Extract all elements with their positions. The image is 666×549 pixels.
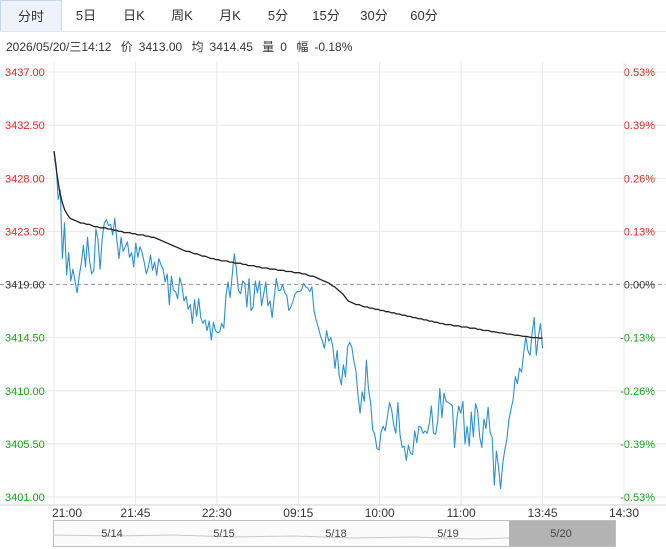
x-tick-label: 13:45 [528, 506, 558, 520]
info-avg-label: 均 [191, 40, 204, 54]
y-tick-label-right: 0.26% [624, 173, 655, 185]
price-series-line [53, 151, 544, 490]
navigator-sparkline [54, 534, 510, 540]
y-tick-label-right: -0.39% [620, 439, 655, 451]
tab-1[interactable]: 5日 [75, 8, 97, 23]
y-tick-label-right: 0.13% [624, 226, 655, 238]
navigator-date-label: 5/18 [325, 528, 347, 540]
y-tick-label-left: 3410.00 [5, 386, 45, 398]
info-price: 3413.00 [138, 40, 183, 54]
y-tick-label-left: 3437.00 [5, 67, 45, 79]
tab-6[interactable]: 15分 [312, 8, 340, 23]
info-volume-label: 量 [262, 40, 275, 54]
y-tick-label-right: 0.00% [624, 280, 655, 292]
y-tick-label-right: -0.53% [620, 492, 655, 504]
tab-5[interactable]: 5分 [267, 8, 289, 23]
navigator-date-label: 5/15 [213, 528, 235, 540]
y-tick-label-left: 3401.00 [5, 492, 45, 504]
time-navigator[interactable]: 5/14 5/15 5/18 5/19 5/20 [53, 520, 616, 547]
x-tick-label: 14:30 [609, 506, 639, 520]
navigator-date-label: 5/20 [550, 528, 572, 540]
tab-2[interactable]: 日K [123, 8, 145, 23]
x-tick-label: 09:15 [283, 506, 313, 520]
x-tick-label: 10:00 [365, 506, 395, 520]
avg-series-line [53, 151, 543, 339]
y-tick-label-right: -0.26% [620, 386, 655, 398]
y-tick-label-left: 3432.50 [5, 120, 45, 132]
tab-8[interactable]: 60分 [410, 8, 438, 23]
y-tick-label-left: 3405.50 [5, 439, 45, 451]
y-tick-label-right: -0.13% [620, 333, 655, 345]
navigator-date-label: 5/19 [437, 528, 459, 540]
tab-7[interactable]: 30分 [360, 8, 388, 23]
info-datetime: 2026/05/20/三14:12 [6, 40, 112, 54]
tab-0[interactable]: 分时 [0, 0, 62, 31]
y-tick-label-left: 3423.50 [5, 226, 45, 238]
y-tick-label-right: 0.39% [624, 120, 655, 132]
tab-3[interactable]: 周K [171, 8, 193, 23]
navigator-sparkline-path [54, 534, 510, 540]
y-tick-label-left: 3428.00 [5, 173, 45, 185]
x-tick-label: 22:30 [202, 506, 232, 520]
tab-4[interactable]: 月K [219, 8, 241, 23]
info-volume: 0 [280, 40, 287, 54]
navigator-date-label: 5/14 [101, 528, 123, 540]
period-tabs: 分时 5日 日K 周K 月K 5分 15分 30分 60分 [0, 0, 666, 32]
info-price-label: 价 [120, 40, 133, 54]
x-tick-label: 11:00 [447, 506, 476, 520]
info-avg: 3414.45 [209, 40, 253, 54]
y-tick-label-left: 3414.50 [5, 333, 45, 345]
intraday-chart[interactable]: 3437.00 0.53% 3432.50 0.39% 3428.00 0.26% 3423… [0, 0, 666, 520]
y-tick-label-right: 0.53% [624, 67, 655, 79]
x-tick-label: 21:45 [120, 506, 150, 520]
x-tick-label: 21:00 [52, 506, 82, 520]
y-tick-label-left: 3419.00 [5, 280, 45, 292]
navigator-window[interactable] [509, 521, 615, 546]
info-change: -0.18% [314, 40, 353, 54]
info-change-label: 幅 [296, 40, 309, 54]
